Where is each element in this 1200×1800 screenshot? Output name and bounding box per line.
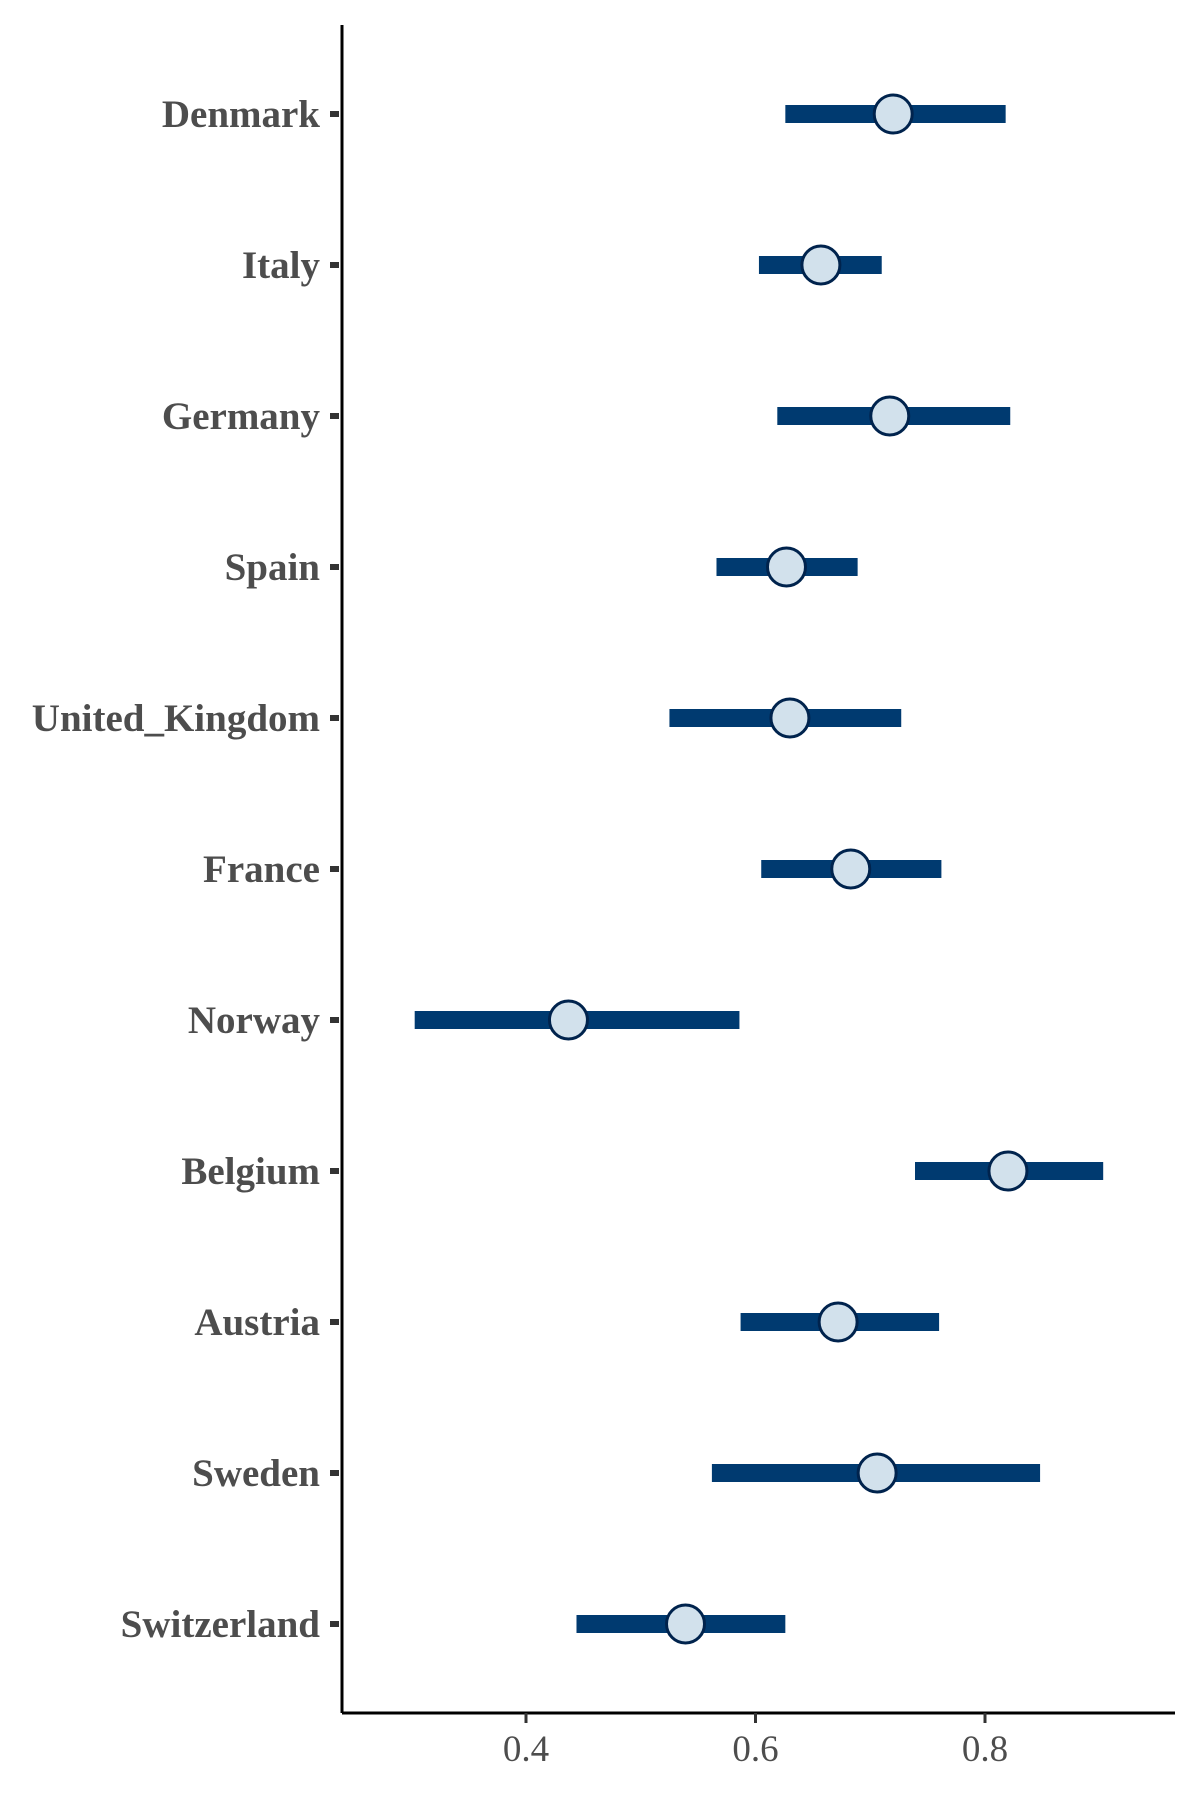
x-tick-label: 0.4 bbox=[503, 1729, 549, 1770]
point-estimate bbox=[830, 848, 872, 890]
y-tick-label: Norway bbox=[188, 999, 321, 1042]
point-estimate bbox=[800, 244, 842, 286]
point-estimate bbox=[547, 999, 589, 1041]
interval-bars bbox=[414, 105, 1104, 1633]
axes: 0.4 0.6 0.8 Denmark Italy Germany Spain United_… bbox=[32, 25, 1175, 1770]
y-tick-label: Spain bbox=[225, 546, 321, 589]
y-tick-label: Switzerland bbox=[121, 1603, 321, 1646]
y-tick-label: France bbox=[203, 848, 320, 891]
y-tick-label: Sweden bbox=[192, 1452, 320, 1495]
y-tick-label: United_Kingdom bbox=[32, 697, 320, 740]
point-estimate bbox=[765, 546, 807, 588]
point-estimate bbox=[869, 395, 911, 437]
y-tick-label: Italy bbox=[242, 244, 321, 287]
x-tick-label: 0.6 bbox=[732, 1729, 778, 1770]
point-estimate bbox=[769, 697, 811, 739]
y-tick-label: Austria bbox=[194, 1301, 320, 1344]
point-estimate bbox=[987, 1150, 1029, 1192]
point-estimate bbox=[856, 1452, 898, 1494]
y-tick-label: Belgium bbox=[181, 1150, 320, 1193]
point-estimate bbox=[872, 93, 914, 135]
point-estimates bbox=[547, 93, 1029, 1645]
point-estimate bbox=[817, 1301, 859, 1343]
point-estimate bbox=[665, 1603, 707, 1645]
x-tick-label: 0.8 bbox=[962, 1729, 1008, 1770]
y-tick-label: Denmark bbox=[162, 93, 320, 136]
y-tick-label: Germany bbox=[162, 395, 321, 438]
